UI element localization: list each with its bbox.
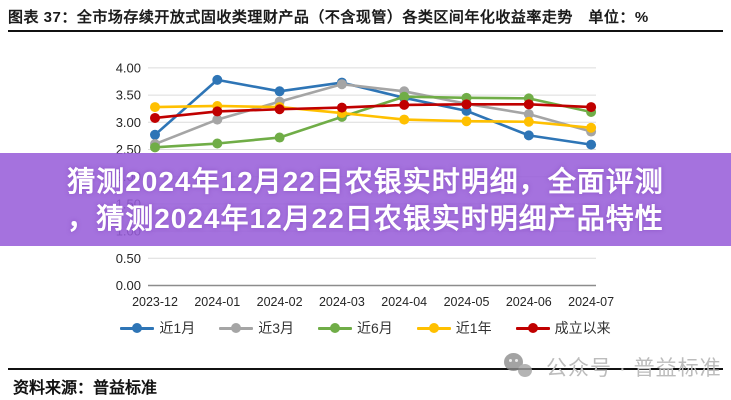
legend-label: 近1月 [159,320,196,336]
series-line [154,82,592,146]
data-point [461,99,472,110]
banner-line-1: 猜测2024年12月22日农银实时明细，全面评测 [67,165,664,197]
chart-title: 图表 37：全市场存续开放式固收类理财产品（不含现管）各类区间年化收益率走势 单… [8,9,649,26]
data-point [336,79,347,90]
x-axis-tick-label: 2024-03 [319,295,365,309]
series-line [154,78,592,146]
data-point [523,99,534,110]
footer-divider [8,368,723,370]
legend-label: 近3月 [258,320,294,336]
data-point [586,102,597,113]
data-point [399,91,410,102]
data-point [523,116,534,127]
legend-marker-icon [318,323,352,333]
data-point [274,86,285,97]
legend-item: 近1月 [120,318,195,338]
data-point [212,138,223,149]
watermark: 公众号 · 普益标准 [504,352,722,382]
legend-item: 近1年 [416,318,492,338]
data-point [212,114,223,125]
y-axis-tick-label: 4.00 [116,60,141,75]
x-axis-tick-label: 2024-06 [506,295,552,309]
source-note: 资料来源：普益标准 [13,380,158,397]
y-axis-tick-label: 0.00 [116,278,141,293]
data-point [336,102,347,113]
legend-label: 近6月 [357,320,393,336]
x-axis-tick-label: 2023-12 [132,295,178,309]
legend-marker-icon [120,323,155,333]
legend-marker-icon [219,323,254,333]
x-axis-tick-label: 2024-02 [257,295,303,309]
data-point [274,132,285,143]
data-point [150,112,160,123]
data-point [274,104,285,115]
legend-item: 成立以来 [515,318,611,338]
data-point [212,74,223,85]
x-axis-tick-label: 2024-05 [444,295,490,309]
legend-label: 近1年 [455,320,492,336]
legend-item: 近3月 [219,318,294,338]
legend-label: 成立以来 [554,320,611,336]
legend-item: 近6月 [318,318,393,338]
y-axis-tick-label: 3.50 [116,88,141,103]
y-axis-tick-label: 3.00 [116,115,141,130]
overlay-banner: 猜测2024年12月22日农银实时明细，全面评测 ，猜测2024年12月22日农… [0,153,731,246]
data-point [586,139,597,150]
data-point [523,109,534,120]
data-point [150,102,160,113]
series-line [154,103,592,120]
wechat-bubbles-icon [504,352,537,382]
data-point [461,116,472,127]
series-line [154,104,592,130]
x-axis-tick-label: 2024-01 [194,295,240,309]
x-axis-tick-label: 2024-04 [381,295,427,309]
data-point [150,129,160,140]
title-divider [8,30,723,32]
data-point [399,114,410,125]
data-point [212,106,223,117]
legend-marker-icon [416,323,451,333]
data-point [150,142,160,153]
data-point [586,122,597,133]
chart-legend: 近1月 近3月 近6月 近1年 成立以来 [0,318,731,338]
watermark-label: 公众号 · 普益标准 [546,357,722,380]
x-axis-tick-label: 2024-07 [568,295,614,309]
banner-line-2: ，猜测2024年12月22日农银实时明细产品特性 [67,202,664,234]
legend-marker-icon [515,323,550,333]
y-axis-tick-label: 0.50 [116,251,141,266]
data-point [399,99,410,110]
data-point [523,130,534,141]
